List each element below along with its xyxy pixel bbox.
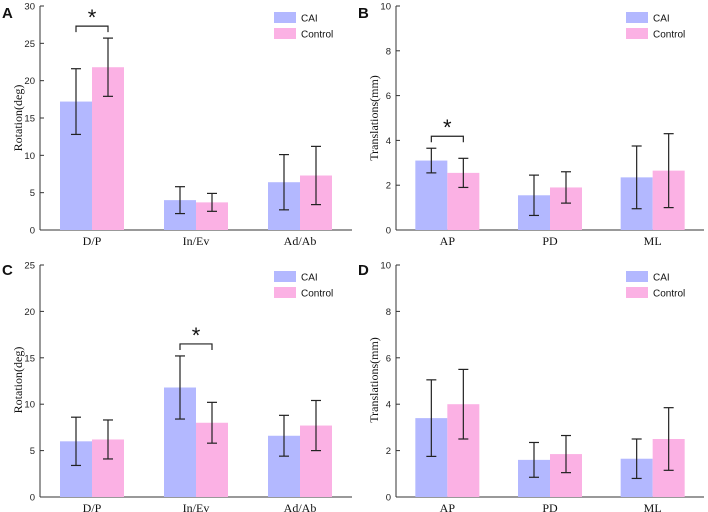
category-label: D/P	[83, 501, 102, 512]
y-tick-label: 20	[24, 76, 35, 87]
significance-bracket	[75, 25, 109, 33]
significance-bracket	[179, 343, 213, 350]
y-tick-label: 30	[24, 2, 35, 13]
y-tick-label: 15	[24, 114, 35, 125]
y-tick-label: 10	[380, 2, 391, 13]
category-label: PD	[542, 234, 558, 248]
y-tick-label: 6	[386, 91, 391, 102]
legend-swatch-control	[626, 287, 648, 298]
category-label: In/Ev	[183, 234, 210, 248]
category-label: ML	[644, 234, 662, 248]
category-label: ML	[644, 501, 662, 512]
y-tick-label: 10	[380, 261, 391, 272]
y-tick-label: 25	[24, 261, 35, 272]
ylabel-d: Translations(mm)	[367, 337, 381, 423]
category-label: PD	[542, 501, 558, 512]
y-tick-label: 2	[386, 446, 391, 457]
ylabel-a: Rotation(deg)	[11, 85, 25, 152]
plot-area-a: 0 5 10 15 20 25 30 D/P In/Ev Ad/Ab * CAI Control	[24, 2, 352, 248]
significance-star: *	[443, 115, 452, 140]
legend-swatch-control	[274, 28, 296, 39]
y-tick-label: 8	[386, 307, 391, 318]
legend-label-control: Control	[301, 289, 333, 300]
category-label: AP	[440, 234, 456, 248]
category-label: Ad/Ab	[284, 501, 317, 512]
y-tick-label: 4	[386, 400, 391, 411]
legend-swatch-cai	[274, 12, 296, 23]
panel-a: A Rotation(deg) 0 5 10 15 20 25 30 D/P In/Ev Ad/A…	[2, 2, 352, 248]
panel-c: C Rotation(deg) 0 5 10 15 20 25 D/P In/Ev Ad/Ab *…	[2, 261, 352, 512]
category-label: AP	[440, 501, 456, 512]
y-tick-label: 5	[30, 446, 35, 457]
legend-label-cai: CAI	[301, 14, 318, 25]
y-tick-label: 4	[386, 136, 391, 147]
panel-b: B Translations(mm) 0 2 4 6 8 10 AP PD ML * CAI Cont…	[358, 2, 704, 248]
legend-swatch-control	[626, 28, 648, 39]
ylabel-b: Translations(mm)	[367, 75, 381, 161]
y-tick-label: 5	[30, 188, 35, 199]
legend-label-control: Control	[653, 30, 685, 41]
panel-label-b: B	[358, 5, 369, 22]
legend-label-cai: CAI	[653, 273, 670, 284]
plot-area-d: 0 2 4 6 8 10 AP PD ML CAI Control	[380, 261, 704, 512]
category-label: In/Ev	[183, 501, 210, 512]
y-tick-label: 15	[24, 353, 35, 364]
y-tick-label: 10	[24, 151, 35, 162]
category-label: D/P	[83, 234, 102, 248]
y-tick-label: 0	[30, 493, 35, 504]
legend-label-cai: CAI	[653, 14, 670, 25]
legend-swatch-cai	[274, 271, 296, 282]
panel-d: D Translations(mm) 0 2 4 6 8 10 AP PD ML CAI Contr…	[358, 261, 704, 512]
panel-label-c: C	[2, 262, 13, 279]
significance-star: *	[88, 5, 97, 30]
y-tick-label: 0	[386, 493, 391, 504]
legend-swatch-control	[274, 287, 296, 298]
y-tick-label: 8	[386, 46, 391, 57]
significance-bracket	[430, 135, 464, 143]
legend-swatch-cai	[626, 12, 648, 23]
category-label: Ad/Ab	[284, 234, 317, 248]
significance-star: *	[192, 323, 201, 348]
y-tick-label: 10	[24, 400, 35, 411]
y-tick-label: 0	[30, 226, 35, 237]
y-tick-label: 20	[24, 307, 35, 318]
plot-area-b: 0 2 4 6 8 10 AP PD ML * CAI Control	[380, 2, 704, 248]
y-tick-label: 2	[386, 181, 391, 192]
panel-label-d: D	[358, 262, 369, 279]
panel-label-a: A	[2, 5, 13, 22]
legend-label-cai: CAI	[301, 273, 318, 284]
legend-swatch-cai	[626, 271, 648, 282]
plot-area-c: 0 5 10 15 20 25 D/P In/Ev Ad/Ab * CAI Control	[24, 261, 352, 512]
legend-label-control: Control	[301, 30, 333, 41]
legend-label-control: Control	[653, 289, 685, 300]
y-tick-label: 0	[386, 226, 391, 237]
y-tick-label: 6	[386, 353, 391, 364]
y-tick-label: 25	[24, 39, 35, 50]
ylabel-c: Rotation(deg)	[11, 347, 25, 414]
